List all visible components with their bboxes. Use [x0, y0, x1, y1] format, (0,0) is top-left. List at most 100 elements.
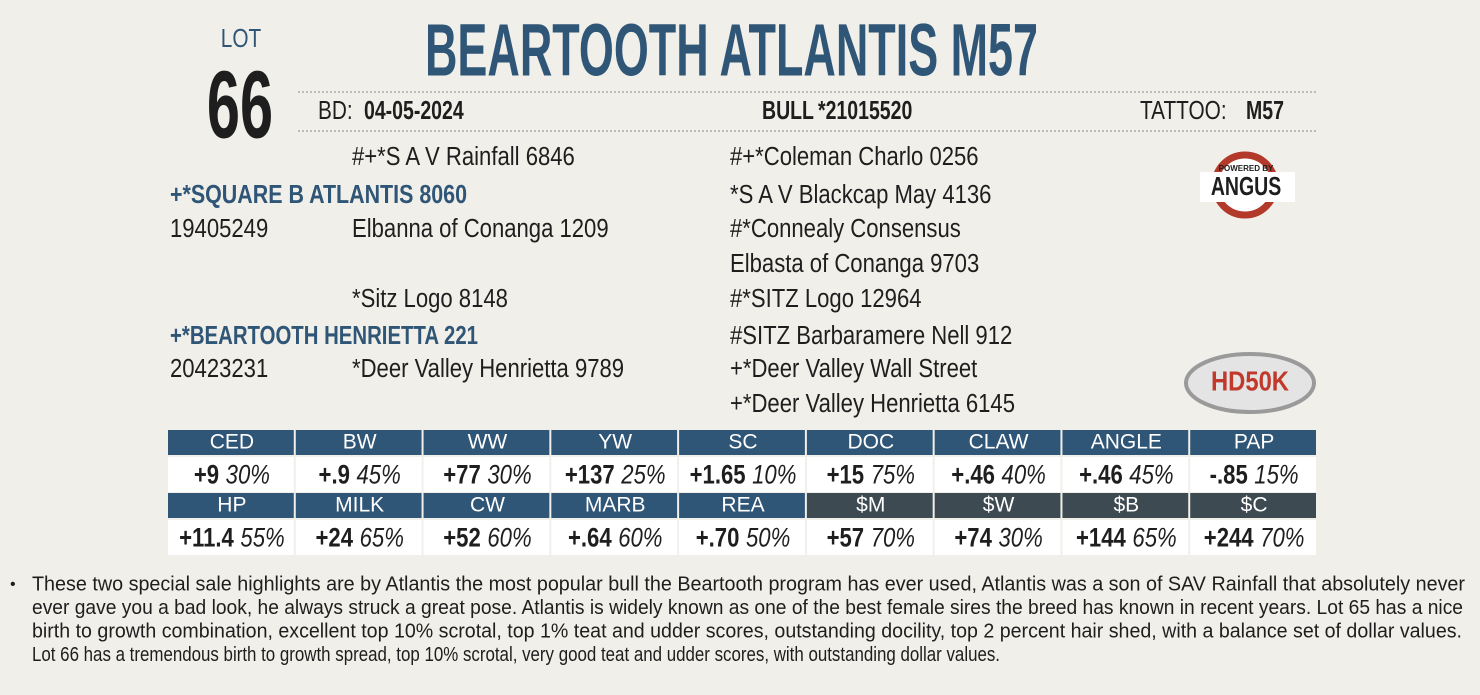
epd-trait: BW: [343, 431, 377, 454]
epd-header-cell: [423, 493, 550, 518]
epd: +74: [954, 523, 992, 553]
epd-value-cell: [551, 457, 678, 492]
epd: +144: [1076, 523, 1126, 553]
epd-header-cell: [295, 430, 422, 455]
epd-trait: SC: [728, 431, 757, 454]
hd50k-logo: [1184, 352, 1316, 414]
epd-value: +.46 45%: [1079, 460, 1174, 490]
epd-value: +24 65%: [315, 523, 403, 553]
epd-value: +244 70%: [1204, 523, 1305, 553]
epd-value-cell: [295, 520, 422, 555]
epd-header-cell: [551, 430, 678, 455]
epd-trait: HP: [217, 494, 246, 517]
epd-percentile: 30%: [487, 460, 531, 490]
epd: -.85: [1210, 460, 1248, 490]
bull-label: BULL: [762, 95, 814, 124]
epd-value: +.9 45%: [319, 460, 401, 490]
epd-value: +137 25%: [565, 460, 666, 490]
epd-trait: DOC: [847, 431, 894, 454]
epd-percentile: 10%: [752, 460, 796, 490]
epd-trait: CED: [210, 431, 254, 454]
great-grandparent: Elbasta of Conanga 9703: [730, 249, 979, 278]
epd-value-cell: [806, 457, 933, 492]
great-grandparent: +*Deer Valley Henrietta 6145: [730, 389, 1015, 418]
epd-trait: $B: [1113, 494, 1139, 517]
great-grandparent: #SITZ Barbaramere Nell 912: [730, 321, 1012, 350]
epd-trait: MARB: [585, 494, 646, 517]
epd: +.64: [568, 523, 612, 553]
epd-percentile: 65%: [360, 523, 404, 553]
epd-value: +144 65%: [1076, 523, 1177, 553]
great-grandparent: #*Connealy Consensus: [730, 214, 961, 243]
epd: +57: [827, 523, 865, 553]
epd-header-cell: [1062, 430, 1189, 455]
logo-text: HD50K: [1211, 365, 1289, 397]
epd-value: +74 30%: [954, 523, 1042, 553]
epd-header-cell: [295, 493, 422, 518]
animal-name: BEARTOOTH ATLANTIS M57: [425, 9, 1038, 92]
bd-label: BD:: [318, 96, 353, 125]
epd-header-cell: [1062, 493, 1189, 518]
great-grandparent: #*SITZ Logo 12964: [730, 284, 922, 313]
tattoo-label: TATTOO:: [1140, 96, 1227, 125]
lot-label: LOT: [221, 24, 261, 53]
logo-text: ANGUS: [1211, 171, 1281, 200]
epd-percentile: 30%: [226, 460, 270, 490]
epd-value-cell: [423, 520, 550, 555]
note-line: birth to growth combination, excellent t…: [32, 620, 1462, 642]
epd-percentile: 45%: [356, 460, 400, 490]
epd-value-cell: [1190, 520, 1316, 555]
epd-value-cell: [551, 520, 678, 555]
epd-value-cell: [295, 457, 422, 492]
epd-header-cell: [168, 493, 294, 518]
epd-value: +.64 60%: [568, 523, 663, 553]
epd: +9: [194, 460, 219, 490]
note-bullet: •: [10, 576, 16, 593]
epd-trait: $W: [983, 494, 1015, 517]
epd-header-cell: [551, 493, 678, 518]
epd-header-cell: [679, 430, 805, 455]
epd-trait: $C: [1241, 494, 1268, 517]
epd: +1.65: [690, 460, 746, 490]
epd-value: +52 60%: [443, 523, 531, 553]
epd-header-cell: [934, 430, 1061, 455]
epd-trait: CW: [470, 494, 505, 517]
epd: +11.4: [179, 523, 234, 553]
epd: +77: [443, 460, 481, 490]
epd: +.46: [1079, 460, 1123, 490]
epd-value: +.46 40%: [951, 460, 1046, 490]
epd: +24: [315, 523, 353, 553]
epd-percentile: 75%: [871, 460, 915, 490]
epd-percentile: 65%: [1132, 523, 1176, 553]
epd-trait: CLAW: [969, 431, 1029, 454]
sire-registration: 19405249: [170, 214, 268, 243]
epd: +15: [827, 460, 865, 490]
grandparent: *Sitz Logo 8148: [352, 284, 508, 313]
epd-value-cell: [806, 520, 933, 555]
epd-percentile: 60%: [487, 523, 531, 553]
registration: *21015520: [818, 95, 912, 124]
epd-value: +15 75%: [827, 460, 915, 490]
epd-value-cell: [1062, 457, 1189, 492]
epd-trait: YW: [598, 431, 632, 454]
note-line: ever gave you a bad look, he always stru…: [32, 597, 1463, 619]
dam-name: +*BEARTOOTH HENRIETTA 221: [170, 320, 478, 350]
note-line: These two special sale highlights are by…: [32, 573, 1465, 595]
epd-value-cell: [1190, 457, 1316, 492]
epd-header-cell: [423, 430, 550, 455]
epd-header-cell: [168, 430, 294, 455]
epd-trait: MILK: [335, 494, 384, 517]
epd-value-cell: [168, 457, 294, 492]
epd-header-cell: [806, 493, 933, 518]
epd-trait: PAP: [1234, 431, 1274, 454]
epd: +.9: [319, 460, 350, 490]
grandparent: Elbanna of Conanga 1209: [352, 214, 609, 243]
tattoo: M57: [1246, 95, 1284, 124]
logo-text: POWERED BY: [1219, 164, 1274, 173]
epd-percentile: 45%: [1129, 460, 1173, 490]
epd-percentile: 30%: [998, 523, 1042, 553]
great-grandparent: #+*Coleman Charlo 0256: [730, 142, 979, 171]
epd-value-cell: [679, 520, 805, 555]
